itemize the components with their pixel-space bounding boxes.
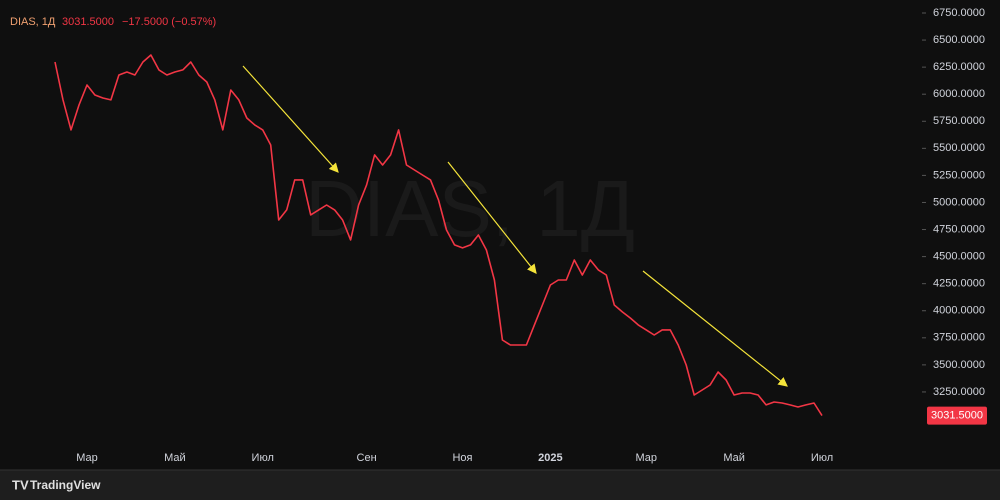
x-tick-label: Мар <box>76 452 98 464</box>
arrows <box>242 65 788 387</box>
x-tick-label: Май <box>164 452 186 464</box>
y-tick-label: 5750.0000 <box>933 115 985 127</box>
x-tick-label: Июл <box>811 452 833 464</box>
y-tick-label: 6750.0000 <box>933 7 985 19</box>
y-tick-label: 4250.0000 <box>933 278 985 290</box>
y-tick-label: 6000.0000 <box>933 88 985 100</box>
header-symbol: DIAS, 1Д <box>10 16 56 28</box>
header-change: −17.5000 (−0.57%) <box>122 16 216 28</box>
watermark: DIAS, 1Д <box>305 164 635 253</box>
y-tick-label: 4000.0000 <box>933 305 985 317</box>
y-tick-label: 3250.0000 <box>933 386 985 398</box>
y-tick-label: 4500.0000 <box>933 251 985 263</box>
footer-bar <box>0 470 1000 500</box>
x-tick-label: 2025 <box>538 452 562 464</box>
last-price-label: 3031.5000 <box>931 410 983 422</box>
x-tick-label: Июл <box>252 452 274 464</box>
y-tick-label: 5500.0000 <box>933 142 985 154</box>
y-tick-label: 4750.0000 <box>933 223 985 235</box>
brand: TradingView <box>30 478 101 492</box>
price-line <box>54 54 823 417</box>
logo-mark: TV <box>12 477 29 492</box>
x-tick-label: Май <box>723 452 745 464</box>
y-tick-label: 5250.0000 <box>933 169 985 181</box>
chart-background <box>0 0 1000 470</box>
y-tick-label: 5000.0000 <box>933 196 985 208</box>
trend-arrow <box>642 270 788 387</box>
y-tick-label: 3500.0000 <box>933 359 985 371</box>
header-price: 3031.5000 <box>62 16 114 28</box>
y-tick-label: 6250.0000 <box>933 61 985 73</box>
y-tick-label: 3750.0000 <box>933 332 985 344</box>
trend-arrow <box>447 161 537 274</box>
y-tick-label: 6500.0000 <box>933 34 985 46</box>
x-tick-label: Сен <box>357 452 377 464</box>
last-price-tag <box>927 406 987 425</box>
x-tick-label: Ноя <box>452 452 472 464</box>
trend-arrow <box>242 65 339 173</box>
x-tick-label: Мар <box>635 452 657 464</box>
